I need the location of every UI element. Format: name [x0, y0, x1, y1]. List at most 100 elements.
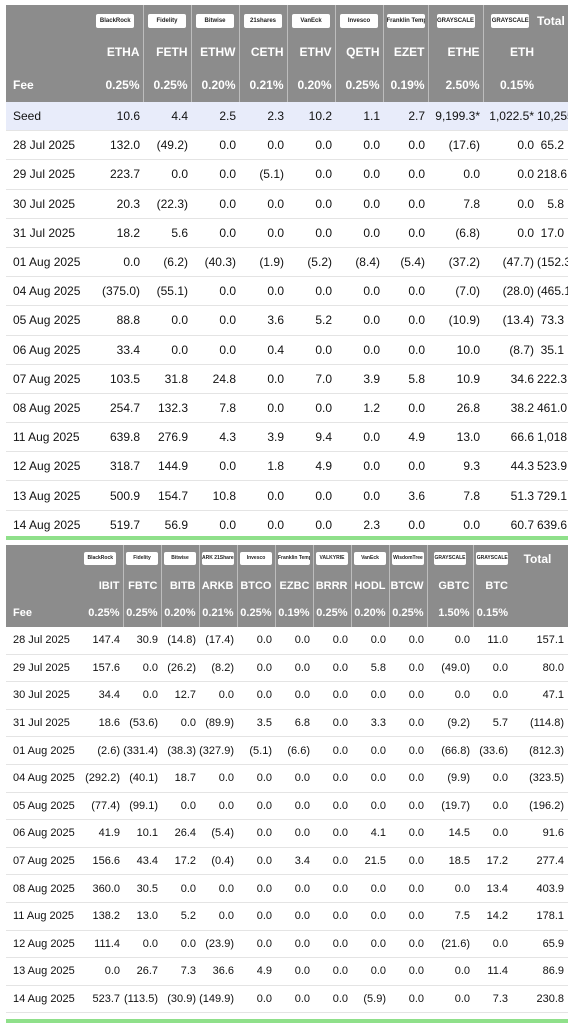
flow-value: 0.0 [313, 627, 351, 655]
flow-value: 4.9 [287, 451, 335, 482]
ticker-header: ETHW [191, 37, 240, 67]
row-date: 05 Aug 2025 [6, 792, 78, 821]
ticker-header-row: ETHA FETH ETHW CETH ETHV QETH EZET ETHE ETH [6, 37, 568, 67]
flow-value: (8.4) [335, 247, 383, 278]
row-date: Seed [6, 102, 88, 132]
flow-value: 0.0 [351, 681, 389, 710]
issuer-logo: BlackRock [96, 14, 135, 29]
flow-value: 138.2 [78, 902, 123, 931]
table-row: 05 Aug 2025 (77.4) (99.1) 0.0 0.0 0.0 0.0 0.0 0.… [6, 792, 568, 821]
row-date: 28 Jul 2025 [6, 130, 88, 161]
flow-value: 318.7 [88, 451, 143, 482]
flow-value: 0.0 [389, 985, 427, 1014]
fee-value: 0.19% [275, 599, 314, 627]
row-total: (196.2) [511, 792, 568, 821]
flow-value: 0.0 [313, 902, 351, 931]
flow-value: 9,199.3* [428, 102, 483, 132]
flow-value: 223.7 [88, 159, 143, 190]
flow-value: 0.0 [383, 510, 428, 540]
issuer-logo: Fidelity [126, 552, 158, 565]
ticker-header: EZET [383, 37, 429, 67]
row-date: 14 Aug 2025 [6, 985, 78, 1014]
flow-value: 0.0 [191, 189, 239, 219]
ticker-header: ETHA [88, 37, 144, 67]
fee-value: 0.25% [313, 599, 352, 627]
flow-value: (8.2) [199, 654, 237, 683]
row-date: 29 Jul 2025 [6, 654, 78, 683]
flow-value: 0.0 [143, 305, 191, 336]
flow-value: 0.0 [143, 159, 191, 190]
table-row: 05 Aug 2025 88.8 0.0 0.0 3.6 5.2 0.0 0.0 (10.9)(… [6, 305, 568, 336]
table-row: 08 Aug 2025 360.0 30.5 0.0 0.0 0.0 0.0 0.0 0.0 0.… [6, 874, 568, 903]
issuer-logo-cell: Fidelity [123, 545, 162, 572]
table-row: 28 Jul 2025 147.4 30.9 (14.8) (17.4) 0.0 0.0 0.… [6, 627, 568, 655]
flow-value: (375.0) [88, 276, 143, 307]
flow-value: 0.0 [427, 874, 473, 903]
fee-value: 0.25% [335, 67, 384, 102]
flow-value: 1.8 [239, 451, 287, 482]
flow-value: (6.2) [143, 247, 191, 278]
flow-value: 26.7 [123, 957, 161, 986]
flow-value: 7.8 [428, 480, 483, 511]
flow-value: 5.7 [473, 709, 511, 738]
flow-value: 0.0 [427, 985, 473, 1014]
flow-value: 0.0 [275, 902, 313, 931]
flow-value: 0.0 [237, 681, 275, 710]
fee-value: 0.25% [143, 67, 192, 102]
flow-value: 0.0 [383, 189, 428, 219]
flow-value: 103.5 [88, 364, 143, 394]
flow-value: 0.0 [389, 874, 427, 903]
issuer-logo-cell: Invesco [237, 545, 276, 572]
issuer-logo-cell: GRAYSCALE [483, 5, 537, 37]
flow-value: 6.8 [275, 709, 313, 738]
row-date: 13 Aug 2025 [6, 480, 88, 511]
flow-value: 2.7 [383, 102, 428, 132]
table-row: 06 Aug 2025 41.9 10.1 26.4 (5.4) 0.0 0.0 0.0 4.1… [6, 819, 568, 848]
flow-value: 0.0 [427, 627, 473, 655]
flow-value: 0.0 [335, 189, 383, 219]
ticker-header-row: IBIT FBTC BITB ARKB BTCO EZBC BRRR HODL BTCW GBTC… [6, 572, 568, 599]
flow-value: 0.0 [313, 764, 351, 793]
flow-value: 0.0 [473, 681, 511, 710]
row-total: 403.9 [511, 874, 568, 903]
table-row: 08 Aug 2025 254.7 132.3 7.8 0.0 0.0 1.2 0.0 26.8… [6, 393, 568, 424]
flow-value: 0.0 [335, 451, 383, 482]
table-row: 07 Aug 2025 103.5 31.8 24.8 0.0 7.0 3.9 5.8 10.9… [6, 364, 568, 394]
flow-value: 18.6 [78, 709, 123, 738]
flow-value: 10.9 [428, 364, 483, 394]
flow-value: 0.0 [237, 874, 275, 903]
issuer-logo-cell: BlackRock [78, 545, 124, 572]
flow-value: 0.0 [313, 819, 351, 848]
table-row: 06 Aug 2025 33.4 0.0 0.0 0.4 0.0 0.0 0.0 10.0 (8.… [6, 335, 568, 365]
issuer-logo: ARK 21Shares [202, 552, 234, 565]
row-total: 230.8 [511, 985, 568, 1014]
flow-value: 276.9 [143, 422, 191, 453]
table-row: 30 Jul 2025 20.3 (22.3) 0.0 0.0 0.0 0.0 0.0 7.8 0… [6, 189, 568, 219]
flow-value: (9.9) [427, 764, 473, 793]
flow-value: 0.0 [313, 957, 351, 986]
row-total: 461.0 [537, 393, 568, 424]
flow-value: (10.9) [428, 305, 483, 336]
flow-value: 1,022.5* [483, 102, 537, 132]
ticker-header: ETH [483, 37, 537, 67]
row-date: 01 Aug 2025 [6, 247, 88, 278]
flow-value: (13.4) [483, 305, 537, 336]
flow-value: (2.6) [78, 736, 123, 765]
fee-value: 0.21% [239, 67, 288, 102]
flow-value: 0.0 [473, 764, 511, 793]
flow-value: 0.0 [389, 681, 427, 710]
row-total: 91.6 [511, 819, 568, 848]
flow-value: (55.1) [143, 276, 191, 307]
flow-value: 0.0 [383, 159, 428, 190]
row-total: 157.1 [511, 627, 568, 655]
flow-value: 0.0 [161, 792, 199, 821]
flow-value: 0.0 [389, 627, 427, 655]
flow-value: 0.0 [335, 130, 383, 161]
flow-value: 0.0 [199, 902, 237, 931]
flow-value: 24.8 [191, 364, 239, 394]
eth-table-bottom-bar [6, 536, 568, 540]
row-date: 01 Aug 2025 [6, 736, 78, 765]
fee-value: 0.15% [473, 599, 511, 627]
issuer-logo-cell: Invesco [335, 5, 384, 37]
total-header-spacer [537, 37, 568, 67]
